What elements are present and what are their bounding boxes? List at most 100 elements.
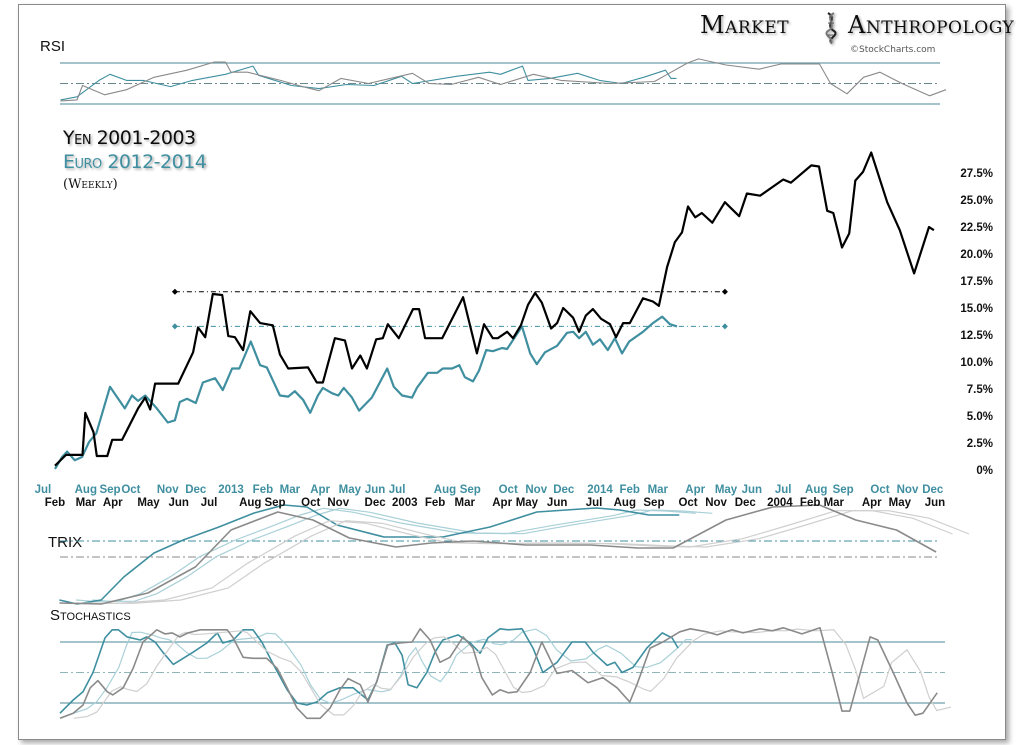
y-tick-label: 27.5%: [960, 168, 993, 180]
title-euro: Euro 2012-2014: [63, 151, 207, 173]
series-line-euro: [54, 315, 678, 470]
y-tick-label: 20.0%: [960, 249, 993, 261]
stochastics-line-yen: [59, 627, 938, 720]
x-tick-label-euro: Sep: [460, 484, 481, 496]
x-tick-label-yen: May: [137, 497, 160, 509]
x-tick-label-euro: Dec: [922, 484, 944, 496]
y-tick-label: 5.0%: [967, 411, 993, 423]
x-tick-label-euro: Aug: [805, 484, 827, 496]
x-tick-label-yen: Aug: [614, 497, 636, 509]
reference-marker-yen: [721, 288, 728, 295]
logo-text-left: Market: [700, 11, 789, 39]
x-tick-label-euro: Apr: [685, 484, 705, 496]
x-tick-label-yen: Jul: [586, 497, 603, 509]
x-tick-label-euro: Mar: [280, 484, 301, 496]
x-tick-label-yen: Sep: [264, 497, 285, 509]
x-tick-label-yen: Mar: [824, 497, 845, 509]
x-tick-label-euro: 2014: [587, 484, 613, 496]
x-tick-label-euro: 2013: [218, 484, 244, 496]
rsi-label: RSI: [40, 38, 65, 55]
x-tick-label-yen: Sep: [643, 497, 664, 509]
x-tick-label-yen: Oct: [678, 497, 697, 509]
x-tick-label-yen: Nov: [327, 497, 349, 509]
y-tick-label: 15.0%: [960, 303, 993, 315]
x-tick-label-yen: Jun: [547, 497, 567, 509]
x-tick-label-yen: Oct: [301, 497, 320, 509]
x-tick-label-euro: Nov: [157, 484, 179, 496]
x-tick-label-euro: Jul: [35, 484, 52, 496]
main-plot: [54, 151, 935, 470]
x-tick-label-yen: Aug: [239, 497, 261, 509]
rsi-line-yen: [60, 58, 947, 102]
y-tick-label: 0%: [976, 465, 993, 477]
x-tick-label-euro: Feb: [620, 484, 640, 496]
x-tick-label-yen: Apr: [862, 497, 882, 509]
y-tick-label: 25.0%: [960, 195, 993, 207]
x-tick-label-yen: Dec: [735, 497, 757, 509]
x-tick-label-euro: Aug: [75, 484, 97, 496]
x-tick-label-euro: Mar: [648, 484, 669, 496]
x-tick-label-euro: Jun: [742, 484, 762, 496]
x-tick-label-yen: Mar: [76, 497, 97, 509]
x-tick-label-euro: Dec: [185, 484, 207, 496]
indicator-panels: [59, 58, 970, 720]
x-tick-label-yen: Jun: [925, 497, 945, 509]
x-tick-label-euro: Dec: [553, 484, 575, 496]
x-tick-label-euro: May: [715, 484, 738, 496]
x-tick-label-euro: Nov: [525, 484, 547, 496]
reference-marker-euro: [721, 323, 728, 330]
y-tick-label: 17.5%: [960, 276, 993, 288]
x-tick-label-euro: Oct: [870, 484, 889, 496]
x-tick-label-yen: 2003: [392, 497, 418, 509]
trix-signal-line-euro: [92, 507, 713, 602]
x-tick-label-euro: Apr: [310, 484, 330, 496]
x-tick-label-euro: Nov: [897, 484, 919, 496]
x-tick-label-yen: Feb: [800, 497, 820, 509]
x-tick-label-yen: Jun: [169, 497, 189, 509]
stochastics-signal-line-euro: [73, 628, 692, 714]
title-yen: Yen 2001-2003: [62, 127, 196, 149]
x-tick-label-yen: 2004: [767, 497, 793, 509]
trix-line-yen: [59, 504, 937, 605]
x-tick-label-yen: Mar: [455, 497, 476, 509]
x-tick-label-euro: Oct: [499, 484, 518, 496]
rsi-line-euro: [60, 65, 677, 101]
title-period: (Weekly): [63, 177, 118, 192]
trix-signal-line-yen: [75, 510, 953, 604]
x-tick-label-euro: Sep: [833, 484, 854, 496]
y-tick-label: 10.0%: [960, 357, 993, 369]
stochastics-label: Stochastics: [50, 607, 131, 624]
x-tick-label-euro: Feb: [253, 484, 273, 496]
x-tick-label-yen: May: [516, 497, 539, 509]
x-tick-label-euro: Sep: [99, 484, 120, 496]
series-line-yen: [54, 151, 935, 467]
logo-text-right: Anthropology: [847, 11, 1014, 39]
stockcharts-credit: ©StockCharts.com: [850, 45, 935, 55]
y-tick-label: 7.5%: [967, 384, 993, 396]
reference-marker-yen: [171, 288, 178, 295]
x-tick-label-yen: Feb: [425, 497, 445, 509]
reference-marker-euro: [171, 323, 178, 330]
logo: Market Anthropology: [700, 11, 1014, 44]
x-tick-label-euro: Oct: [121, 484, 140, 496]
stochastics-signal-line-yen: [73, 628, 952, 719]
x-tick-label-yen: Apr: [492, 497, 512, 509]
x-tick-label-yen: Dec: [365, 497, 387, 509]
trix-signal-line-euro: [75, 507, 696, 602]
axes: 0% 2.5% 5.0% 7.5% 10.0% 12.5% 15.0% 17.5% 20.0% 2…: [35, 168, 993, 509]
x-tick-label-euro: May: [339, 484, 362, 496]
x-tick-label-euro: Jun: [365, 484, 385, 496]
y-tick-label: 12.5%: [960, 330, 993, 342]
trix-label: TRIX: [48, 534, 82, 551]
x-tick-label-euro: Aug: [434, 484, 456, 496]
dna-helix-icon: [825, 12, 837, 44]
x-tick-label-euro: Jul: [389, 484, 406, 496]
x-tick-label-yen: May: [889, 497, 912, 509]
x-tick-label-yen: Jul: [201, 497, 218, 509]
trix-line-euro: [59, 504, 680, 605]
x-tick-label-yen: Feb: [45, 497, 65, 509]
x-tick-label-yen: Nov: [705, 497, 727, 509]
x-tick-label-euro: Jul: [775, 484, 792, 496]
y-tick-label: 2.5%: [967, 438, 993, 450]
